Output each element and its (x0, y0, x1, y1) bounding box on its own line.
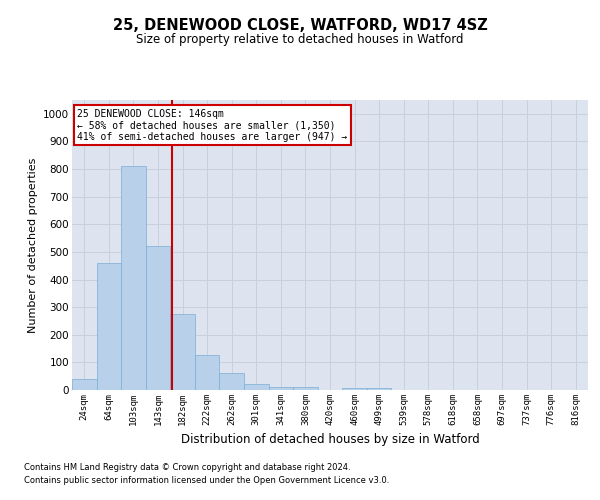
Bar (367, 388, 391, 390)
Text: Contains HM Land Registry data © Crown copyright and database right 2024.: Contains HM Land Registry data © Crown c… (24, 462, 350, 471)
Bar (293, 387, 318, 390)
Bar (342, 388, 367, 390)
Text: 25, DENEWOOD CLOSE, WATFORD, WD17 4SZ: 25, DENEWOOD CLOSE, WATFORD, WD17 4SZ (113, 18, 487, 32)
Bar (195, 356, 220, 390)
Text: 25 DENEWOOD CLOSE: 146sqm
← 58% of detached houses are smaller (1,350)
41% of se: 25 DENEWOOD CLOSE: 146sqm ← 58% of detac… (77, 108, 347, 142)
Bar (97, 263, 121, 390)
Bar (170, 314, 195, 390)
Bar (146, 246, 170, 390)
Bar (220, 374, 244, 390)
X-axis label: Distribution of detached houses by size in Watford: Distribution of detached houses by size … (181, 434, 479, 446)
Text: Contains public sector information licensed under the Open Government Licence v3: Contains public sector information licen… (24, 476, 389, 485)
Bar (244, 384, 269, 390)
Bar (72, 379, 97, 390)
Text: Size of property relative to detached houses in Watford: Size of property relative to detached ho… (136, 32, 464, 46)
Y-axis label: Number of detached properties: Number of detached properties (28, 158, 38, 332)
Bar (121, 166, 146, 390)
Bar (269, 386, 293, 390)
